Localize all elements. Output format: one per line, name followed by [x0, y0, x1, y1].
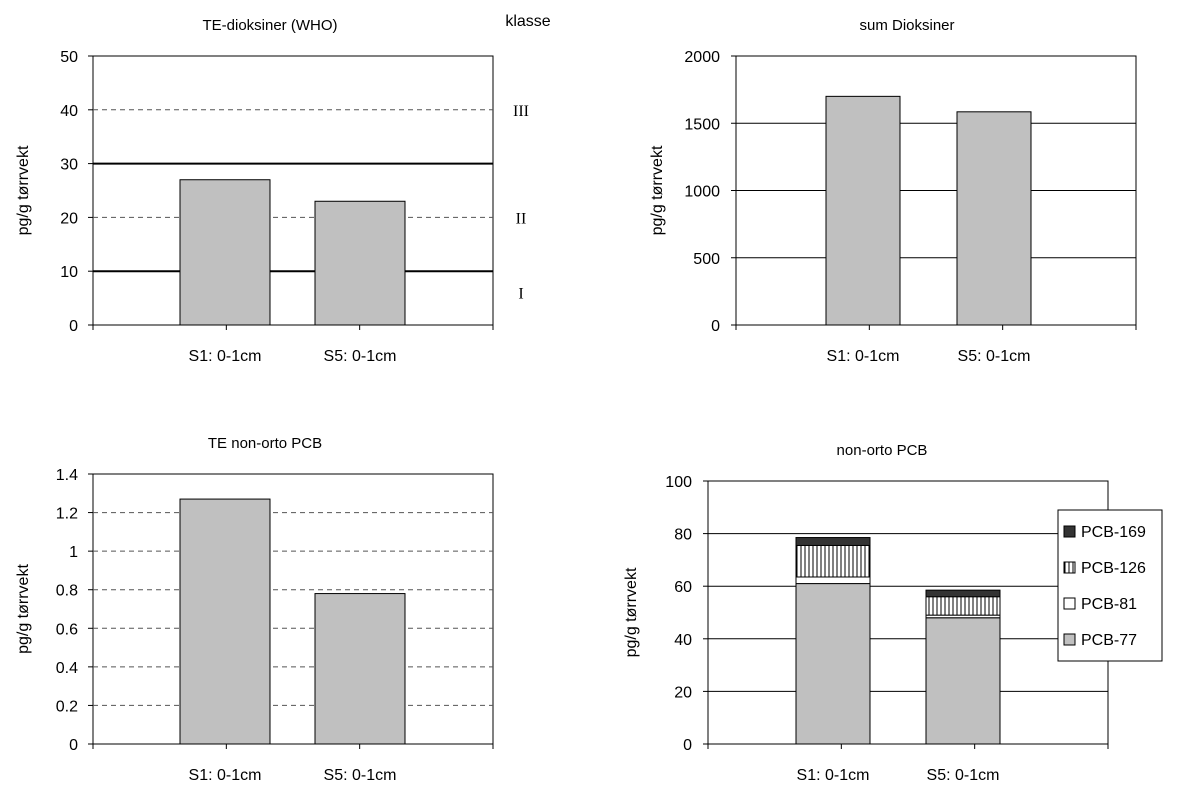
x-category-label: S5: 0-1cm: [324, 348, 397, 365]
chart-title: non-orto PCB: [837, 442, 928, 459]
y-tick-label: 0: [69, 318, 78, 335]
chart-title: TE-dioksiner (WHO): [202, 17, 337, 34]
y-tick-label: 2000: [684, 49, 720, 66]
y-tick-label: 0.2: [56, 698, 78, 715]
x-category-label: S1: 0-1cm: [189, 767, 262, 784]
y-tick-label: 0: [69, 737, 78, 754]
y-axis-title: pg/g tørrvekt: [649, 145, 666, 235]
y-tick-label: 1500: [684, 116, 720, 133]
x-category-label: S5: 0-1cm: [927, 767, 1000, 784]
x-category-label: S1: 0-1cm: [189, 348, 262, 365]
y-tick-label: 0: [683, 737, 692, 754]
bar-segment-pcb-169: [795, 537, 871, 546]
y-tick-label: 0.6: [56, 621, 78, 638]
y-tick-label: 0.8: [56, 583, 78, 600]
chart-title: sum Dioksiner: [859, 17, 954, 34]
bar-segment-pcb-81: [795, 576, 871, 585]
legend-label: PCB-126: [1081, 560, 1146, 577]
y-tick-label: 1: [69, 544, 78, 561]
plot-area: [92, 473, 494, 745]
bar: [179, 179, 271, 326]
chart-panel-4: non-orto PCB pg/g tørrvekt 0 20 40 60 80 100 S1:…: [623, 442, 1163, 784]
bar: [825, 95, 901, 326]
bar-segment-pcb-126: [925, 596, 1001, 616]
legend-label: PCB-81: [1081, 596, 1137, 613]
y-tick-label: 80: [674, 527, 692, 544]
y-tick-label: 40: [60, 103, 78, 120]
y-tick-label: 30: [60, 157, 78, 174]
bar: [956, 111, 1032, 326]
y-tick-label: 10: [60, 264, 78, 281]
chart-panel-2: sum Dioksiner pg/g tørrvekt 0 500 1000 1500 20…: [649, 17, 1137, 365]
y-tick-label: 20: [674, 684, 692, 701]
bar: [179, 498, 271, 745]
y-tick-label: 60: [674, 579, 692, 596]
x-category-label: S1: 0-1cm: [797, 767, 870, 784]
chart-panel-1: TE-dioksiner (WHO) pg/g tørrvekt 0 10 20 30 40…: [15, 13, 551, 365]
x-category-label: S5: 0-1cm: [958, 348, 1031, 365]
class-header: klasse: [505, 13, 550, 30]
y-axis-title: pg/g tørrvekt: [15, 145, 32, 235]
chart-title: TE non-orto PCB: [208, 435, 322, 452]
y-tick-label: 1000: [684, 184, 720, 201]
legend-label: PCB-77: [1081, 632, 1137, 649]
x-category-label: S5: 0-1cm: [324, 767, 397, 784]
bar-segment-pcb-77: [795, 583, 871, 745]
bar-segment-pcb-169: [925, 589, 1001, 598]
y-axis-title: pg/g tørrvekt: [623, 567, 640, 657]
chart-panel-3: TE non-orto PCB pg/g tørrvekt 0 0.2 0.4 0.6 0.…: [15, 435, 494, 784]
legend-label: PCB-169: [1081, 524, 1146, 541]
y-tick-label: 50: [60, 49, 78, 66]
x-category-label: S1: 0-1cm: [827, 348, 900, 365]
legend-swatch: [1063, 597, 1076, 610]
class-label: I: [518, 286, 523, 303]
y-tick-label: 1.2: [56, 506, 78, 523]
y-tick-label: 1.4: [56, 467, 78, 484]
plot-area: [92, 55, 494, 326]
y-tick-label: 0: [711, 318, 720, 335]
legend-swatch: [1063, 561, 1076, 574]
bar-segment-pcb-126: [795, 544, 871, 578]
class-label: II: [516, 210, 527, 227]
plot-area: [707, 480, 1109, 745]
legend-swatch: [1063, 633, 1076, 646]
legend-swatch: [1063, 525, 1076, 538]
y-tick-label: 40: [674, 632, 692, 649]
bar: [314, 593, 406, 745]
bar: [314, 200, 406, 326]
class-label: III: [513, 103, 529, 120]
y-tick-label: 0.4: [56, 660, 78, 677]
bar-segment-pcb-77: [925, 617, 1001, 745]
y-tick-label: 20: [60, 210, 78, 227]
y-tick-label: 500: [693, 251, 720, 268]
y-axis-title: pg/g tørrvekt: [15, 564, 32, 654]
y-tick-label: 100: [665, 474, 692, 491]
